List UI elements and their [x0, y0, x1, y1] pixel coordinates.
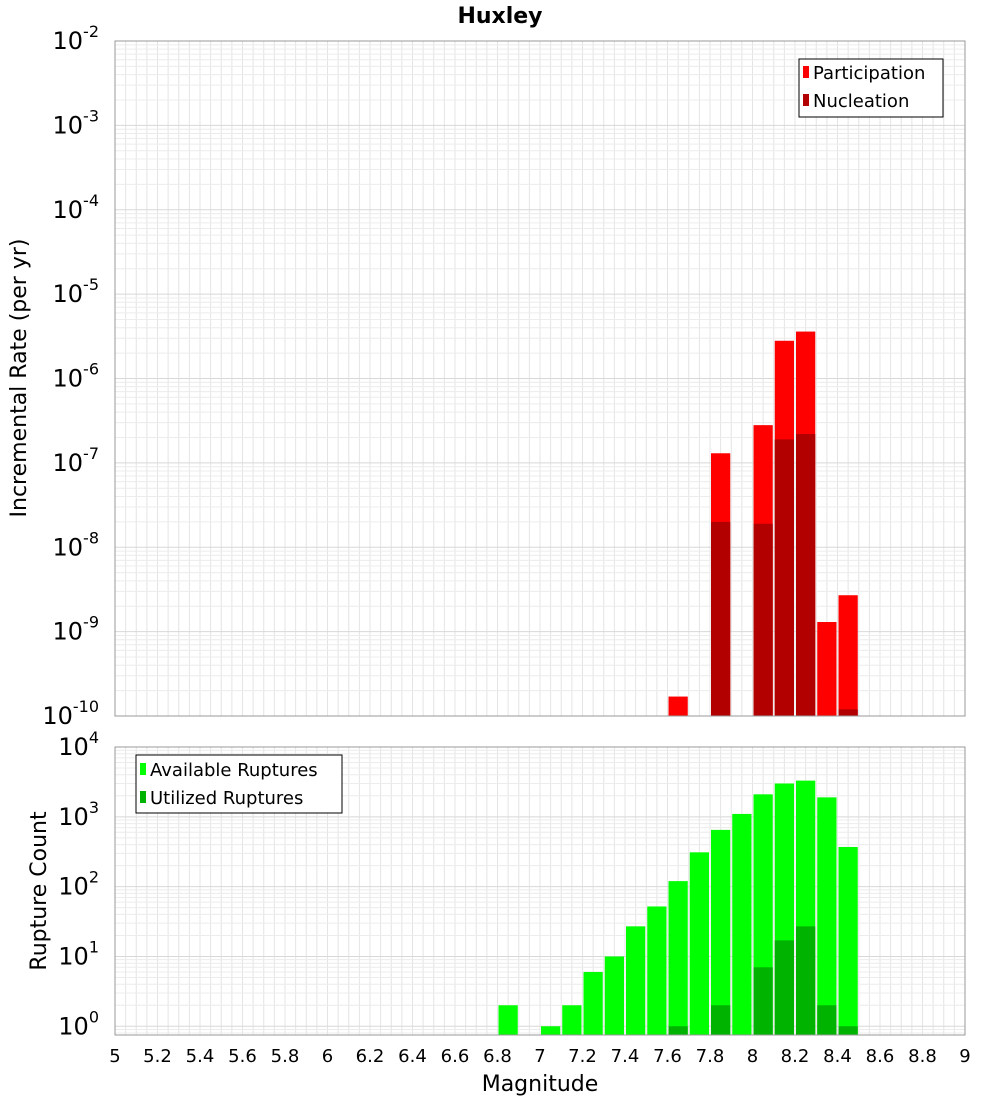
y-tick-label: 10-2 — [53, 22, 100, 55]
participation-bar — [817, 622, 837, 716]
y-tick-label: 102 — [58, 868, 99, 901]
y-tick-label: 10-10 — [42, 697, 99, 730]
rate-legend-box — [798, 58, 944, 118]
available-ruptures-bar — [498, 1005, 518, 1035]
x-tick-labels: 5 5.2 5.4 5.6 5.8 6 6.2 6.4 6.6 6.8 7 7.2 7.4 7.6 7.8 8… — [109, 1046, 970, 1067]
rate-panel: 10-2 10-3 10-4 10-5 10-6 10-7 10-8 10-9 10-10 In… — [7, 22, 966, 730]
rate-y-tick-labels: 10-2 10-3 10-4 10-5 10-6 10-7 10-8 10-9 10-10 — [42, 22, 99, 730]
nucleation-bar — [711, 521, 731, 716]
chart-title: Huxley — [457, 4, 542, 29]
available-ruptures-bar — [562, 1005, 582, 1035]
available-ruptures-bar — [817, 797, 837, 1035]
available-ruptures-bar — [604, 956, 624, 1035]
x-tick-label: 6 — [322, 1046, 333, 1067]
utilized-legend-label: Utilized Ruptures — [150, 788, 303, 809]
available-ruptures-bar — [689, 852, 709, 1035]
participation-bar — [838, 595, 858, 716]
utilized-legend-swatch — [140, 791, 146, 803]
y-tick-label: 10-6 — [53, 360, 100, 393]
x-tick-label: 7 — [534, 1046, 545, 1067]
count-y-axis-label: Rupture Count — [27, 811, 52, 971]
count-legend-box — [135, 754, 343, 814]
x-tick-label: 5.8 — [271, 1046, 300, 1067]
nucleation-bar — [753, 523, 773, 716]
y-tick-label: 100 — [58, 1007, 99, 1040]
nucleation-bar — [796, 433, 816, 716]
x-tick-label: 7.4 — [611, 1046, 640, 1067]
count-panel: 104 103 102 101 100 Rupture Count Available … — [27, 728, 966, 1040]
y-tick-label: 104 — [58, 728, 99, 761]
rate-bars — [668, 331, 858, 716]
count-legend: Available Ruptures Utilized Ruptures — [135, 754, 343, 814]
participation-bar — [668, 696, 688, 716]
x-tick-label: 8.6 — [866, 1046, 895, 1067]
x-tick-label: 5 — [109, 1046, 120, 1067]
utilized-ruptures-bar — [753, 967, 773, 1035]
x-tick-label: 5.6 — [228, 1046, 257, 1067]
rate-gridlines — [114, 41, 966, 717]
nucleation-legend-swatch — [803, 94, 809, 106]
nucleation-legend-label: Nucleation — [813, 91, 909, 112]
count-plot-border — [114, 746, 966, 1036]
x-tick-label: 6.2 — [356, 1046, 385, 1067]
available-ruptures-bar — [541, 1026, 561, 1035]
available-ruptures-bar — [838, 846, 858, 1035]
x-tick-label: 5.2 — [143, 1046, 172, 1067]
y-tick-label: 103 — [58, 798, 99, 831]
available-legend-label: Available Ruptures — [150, 760, 318, 781]
count-bars — [498, 780, 858, 1035]
y-tick-label: 10-3 — [53, 106, 100, 139]
x-tick-label: 8.4 — [823, 1046, 852, 1067]
y-tick-label: 10-7 — [53, 444, 100, 477]
x-tick-label: 8.8 — [908, 1046, 937, 1067]
x-axis-label: Magnitude — [482, 1072, 599, 1097]
x-tick-label: 6.6 — [441, 1046, 470, 1067]
count-y-tick-labels: 104 103 102 101 100 — [58, 728, 99, 1040]
x-tick-label: 7.6 — [653, 1046, 682, 1067]
y-tick-label: 10-4 — [53, 191, 100, 224]
participation-legend-label: Participation — [813, 63, 925, 84]
available-ruptures-bar — [647, 906, 667, 1035]
utilized-ruptures-bar — [838, 1026, 858, 1035]
x-tick-label: 5.4 — [186, 1046, 215, 1067]
utilized-ruptures-bar — [817, 1005, 837, 1035]
utilized-ruptures-bar — [796, 926, 816, 1035]
x-tick-label: 6.8 — [483, 1046, 512, 1067]
rate-y-axis-label: Incremental Rate (per yr) — [7, 239, 32, 518]
available-ruptures-bar — [711, 829, 731, 1035]
available-ruptures-bar — [732, 813, 752, 1035]
rate-plot-border — [114, 40, 966, 717]
x-tick-label: 7.8 — [696, 1046, 725, 1067]
y-tick-label: 10-8 — [53, 528, 100, 561]
x-tick-label: 8 — [747, 1046, 758, 1067]
x-tick-label: 9 — [959, 1046, 970, 1067]
y-tick-label: 10-5 — [53, 275, 100, 308]
utilized-ruptures-bar — [774, 940, 794, 1035]
y-tick-label: 101 — [58, 937, 99, 970]
available-ruptures-bar — [668, 881, 688, 1035]
rate-legend: Participation Nucleation — [798, 58, 944, 118]
x-tick-label: 6.4 — [398, 1046, 427, 1067]
x-tick-label: 8.2 — [781, 1046, 810, 1067]
utilized-ruptures-bar — [711, 1005, 731, 1035]
available-legend-swatch — [140, 763, 146, 775]
available-ruptures-bar — [626, 926, 646, 1035]
nucleation-bar — [774, 439, 794, 716]
utilized-ruptures-bar — [668, 1026, 688, 1035]
available-ruptures-bar — [583, 971, 603, 1035]
y-tick-label: 10-9 — [53, 613, 100, 646]
x-tick-label: 7.2 — [568, 1046, 597, 1067]
nucleation-bar — [838, 709, 858, 716]
participation-legend-swatch — [803, 66, 809, 78]
